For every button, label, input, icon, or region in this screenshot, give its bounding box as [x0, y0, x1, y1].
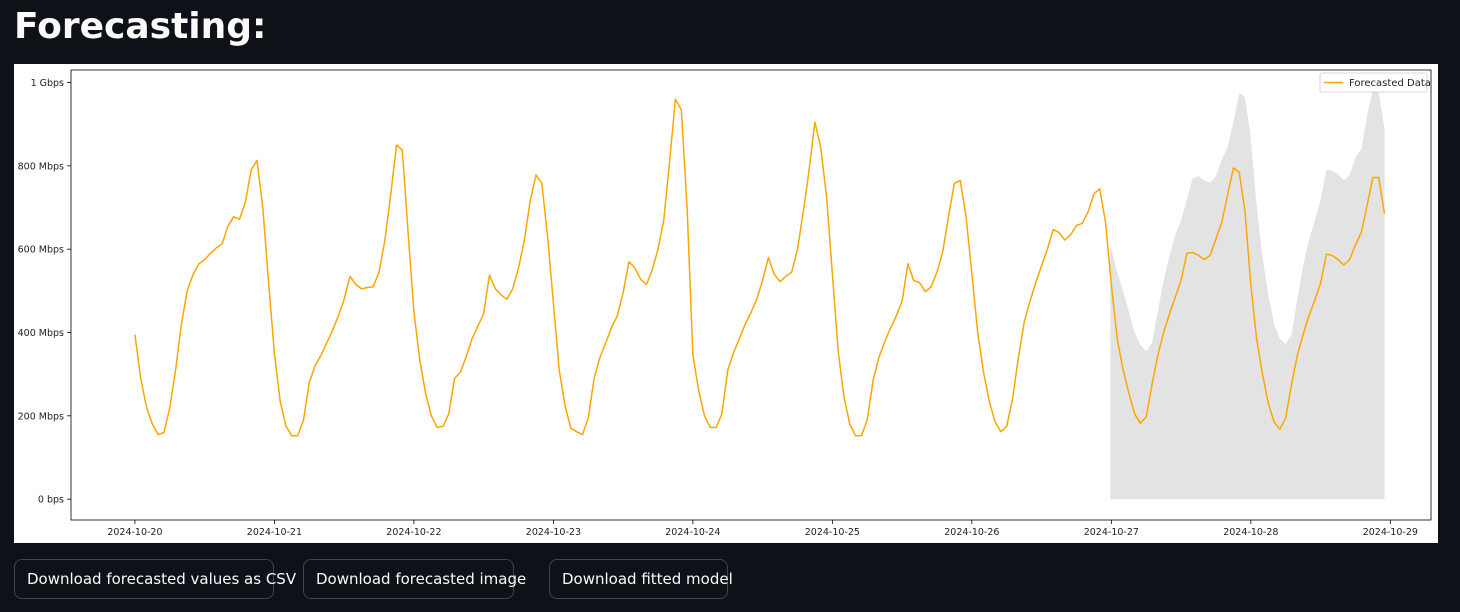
- x-tick-label-6: 2024-10-26: [944, 527, 999, 538]
- series-line-0: [134, 98, 1386, 437]
- y-tick-label-1: 200 Mbps: [18, 411, 64, 422]
- x-tick-label-4: 2024-10-24: [665, 527, 720, 538]
- x-tick-label-2: 2024-10-22: [386, 527, 441, 538]
- download-csv-button[interactable]: Download forecasted values as CSV: [14, 559, 296, 599]
- x-tick-label-5: 2024-10-25: [805, 527, 860, 538]
- y-tick-label-0: 0 bps: [38, 495, 64, 506]
- download-image-button[interactable]: Download forecasted image: [303, 559, 526, 599]
- chart-svg: 0 bps 200 Mbps 400 Mbps 600 Mbps 800 Mbps 1 G…: [18, 69, 1432, 538]
- x-tick-label-1: 2024-10-21: [247, 527, 302, 538]
- download-model-button[interactable]: Download fitted model: [549, 559, 733, 599]
- forecast-chart: 0 bps 200 Mbps 400 Mbps 600 Mbps 800 Mbps 1 G…: [14, 64, 1438, 543]
- confidence-band-layer: [1110, 88, 1385, 500]
- x-tick-label-9: 2024-10-29: [1363, 527, 1418, 538]
- legend-box: [1319, 72, 1428, 93]
- confidence-band: [1110, 88, 1385, 500]
- x-tick-label-0: 2024-10-20: [107, 527, 162, 538]
- plot-frame: [70, 69, 1432, 521]
- legend-label: Forecasted Data: [1349, 78, 1431, 89]
- x-tick-label-7: 2024-10-27: [1084, 527, 1139, 538]
- page-title: Forecasting:: [14, 6, 267, 47]
- legend: Forecasted Data: [1319, 72, 1431, 93]
- series-line-layer: [134, 98, 1386, 437]
- y-tick-label-5: 1 Gbps: [31, 78, 64, 89]
- y-tick-label-3: 600 Mbps: [18, 245, 64, 256]
- x-tick-label-8: 2024-10-28: [1223, 527, 1278, 538]
- x-tick-label-3: 2024-10-23: [526, 527, 581, 538]
- axes-layer: 0 bps 200 Mbps 400 Mbps 600 Mbps 800 Mbps 1 G…: [18, 69, 1432, 538]
- y-tick-label-2: 400 Mbps: [18, 328, 64, 339]
- y-tick-label-4: 800 Mbps: [18, 161, 64, 172]
